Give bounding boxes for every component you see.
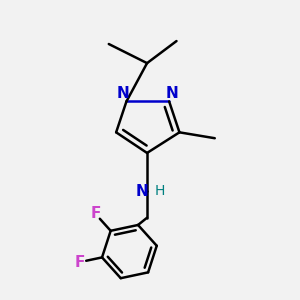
Text: F: F bbox=[75, 255, 85, 270]
Text: F: F bbox=[90, 206, 101, 221]
Text: N: N bbox=[117, 86, 130, 101]
Text: N: N bbox=[135, 184, 148, 199]
Text: N: N bbox=[166, 86, 178, 101]
Text: H: H bbox=[154, 184, 165, 198]
